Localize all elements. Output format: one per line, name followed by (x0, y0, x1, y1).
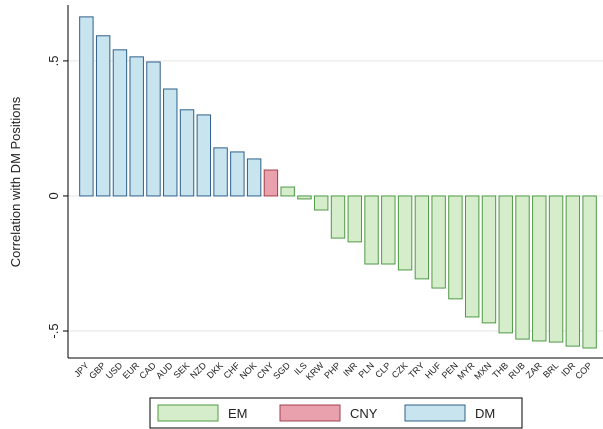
y-tick-label: .5 (46, 55, 61, 66)
legend-label: DM (475, 406, 495, 421)
bar (79, 16, 94, 197)
bar (280, 186, 295, 197)
legend-label: CNY (350, 406, 378, 421)
bar (414, 195, 430, 280)
bar (230, 151, 245, 197)
bar (364, 195, 379, 265)
bar (347, 195, 362, 243)
x-tick-label: CZK (390, 360, 410, 380)
bar (330, 195, 346, 239)
x-tick-label: DKK (205, 360, 225, 380)
y-tick-label: -.5 (46, 323, 61, 338)
bar (163, 88, 178, 197)
bar (381, 195, 396, 265)
bar (129, 56, 144, 197)
x-tick-label: EUR (121, 360, 142, 381)
legend-swatch (404, 404, 466, 422)
x-tick-label: PLN (357, 360, 376, 379)
bar (498, 195, 513, 334)
x-tick-label: INR (341, 360, 359, 378)
legend-swatch (157, 404, 219, 422)
y-tick-label: 0 (46, 192, 61, 199)
y-axis-label: Correlation with DM Positions (8, 96, 23, 267)
x-tick-label: COP (573, 360, 594, 381)
bar (532, 195, 547, 342)
x-tick-label: USD (104, 360, 125, 381)
x-tick-label: RUB (506, 360, 527, 381)
x-tick-label: BRL (541, 360, 560, 379)
bar (263, 169, 279, 197)
x-tick-label: THB (490, 360, 510, 380)
x-tick-label: HUF (423, 360, 444, 381)
x-tick-label: MXN (472, 360, 493, 381)
bar (431, 195, 446, 289)
x-tick-label: SEK (172, 360, 192, 380)
legend-label: EM (228, 406, 248, 421)
bar (246, 158, 262, 197)
x-tick-label: MYR (455, 360, 477, 382)
x-tick-label: GBP (87, 360, 108, 381)
bar (464, 195, 480, 318)
x-tick-label: CLP (373, 360, 392, 379)
x-tick-label: CAD (137, 360, 158, 381)
bar (95, 35, 111, 197)
x-tick-label: SGD (271, 360, 292, 381)
x-tick-label: PHP (322, 360, 342, 380)
bar (112, 49, 128, 197)
x-tick-label: JPY (72, 360, 91, 379)
bar (196, 114, 212, 197)
bar (179, 109, 195, 197)
x-tick-label: CNY (255, 360, 276, 381)
x-tick-label: PEN (440, 360, 460, 380)
bar (515, 195, 530, 340)
x-tick-label: ZAR (524, 360, 544, 380)
bar (314, 195, 329, 211)
x-tick-label: AUD (154, 360, 175, 381)
bar (397, 195, 413, 271)
bar (213, 147, 228, 197)
x-tick-label: CHF (222, 360, 243, 381)
x-tick-label: NZD (188, 360, 209, 381)
bar (448, 195, 463, 300)
bar (565, 195, 581, 347)
x-tick-label: KRW (304, 360, 326, 382)
bar (481, 195, 497, 324)
bar (146, 61, 161, 197)
bar (297, 195, 312, 200)
bar (548, 195, 564, 343)
x-tick-label: NOK (238, 360, 259, 381)
legend-swatch (279, 404, 341, 422)
x-tick-label: TRY (407, 360, 427, 380)
bar (582, 195, 597, 349)
